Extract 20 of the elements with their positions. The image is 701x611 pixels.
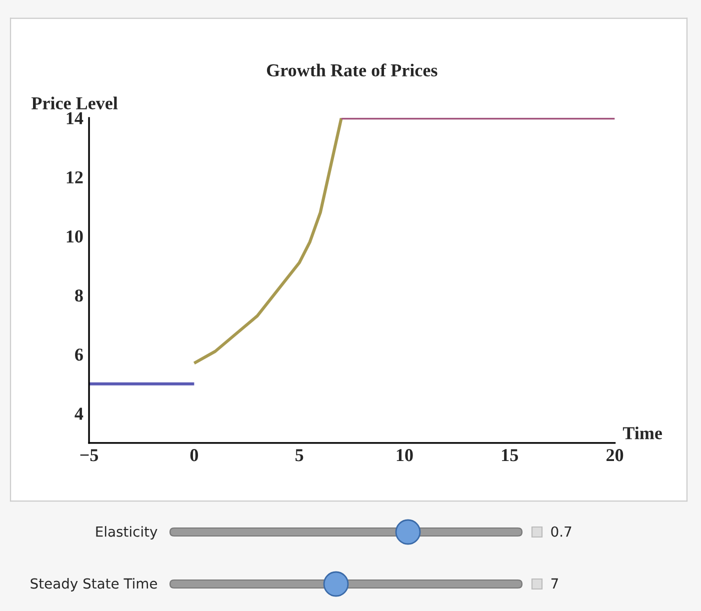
text: 7 [551, 578, 558, 589]
x-tick-label: 20 [606, 449, 624, 462]
y-axis-title: Price Level [32, 96, 118, 110]
x-tick-label: 5 [296, 449, 304, 462]
text: 0.7 [551, 526, 572, 537]
y-tick-label: 4 [74, 408, 84, 420]
chart-title: Growth Rate of Prices [266, 64, 438, 76]
text: Elasticity [96, 526, 158, 540]
x-tick-label: 0 [190, 449, 198, 462]
y-tick-label: 6 [75, 348, 83, 361]
x-axis-title: Time [622, 426, 662, 440]
y-tick-label: 10 [66, 230, 83, 243]
x-tick-label: 15 [502, 449, 518, 462]
text: Steady State Time [30, 578, 157, 592]
y-tick-label: 12 [66, 171, 83, 184]
y-tick-label: 14 [66, 112, 84, 124]
x-tick-label: 10 [396, 449, 413, 462]
line-series [192, 118, 343, 365]
x-tick-label: −5 [80, 449, 98, 462]
y-tick-label: 8 [75, 289, 83, 302]
